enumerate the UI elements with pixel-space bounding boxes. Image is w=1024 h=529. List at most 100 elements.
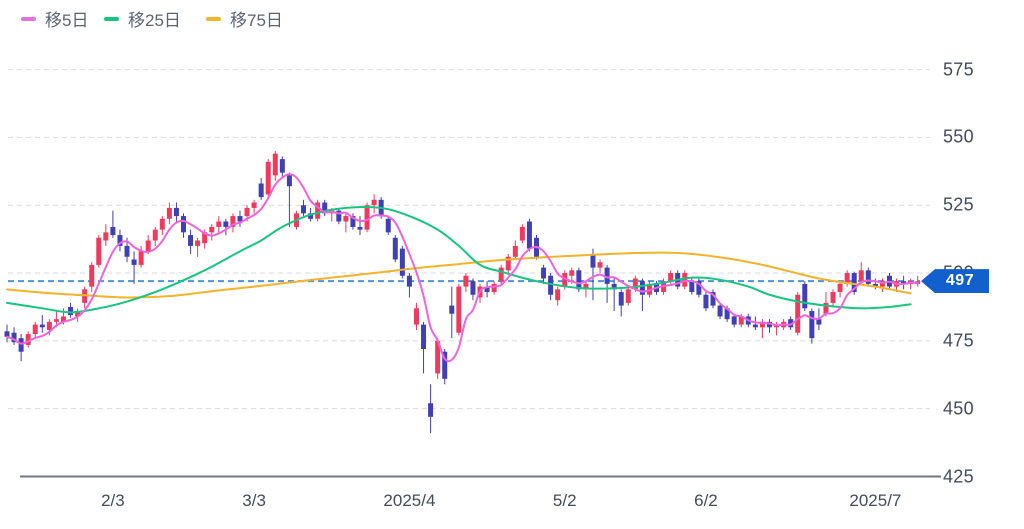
candle-body-up [364, 205, 370, 230]
candle-body-up [519, 226, 525, 241]
x-axis-label: 6/2 [694, 491, 718, 510]
candle-body-down [39, 324, 45, 328]
candle-body-up [491, 283, 497, 293]
candle-body-down [809, 311, 815, 339]
legend-item-ma5: 移5日 [21, 6, 88, 31]
candle-body-up [844, 273, 850, 284]
x-axis-label: 2025/7 [849, 491, 902, 510]
candle-body-up [858, 270, 864, 282]
y-axis-label: 550 [943, 126, 974, 147]
candle-body-up [96, 237, 102, 265]
current-price-value: 497 [945, 272, 975, 290]
candle-body-up [632, 278, 638, 290]
candle-body-down [237, 216, 243, 222]
legend-label: 移5日 [45, 11, 89, 30]
candle-body-up [216, 221, 222, 227]
candle-body-up [830, 292, 836, 303]
candle-body-up [625, 289, 631, 303]
candle-body-down [717, 305, 723, 317]
candle-body-up [209, 226, 215, 233]
x-axis-label: 3/3 [242, 491, 266, 510]
legend-item-ma75: 移75日 [206, 6, 283, 31]
candle-body-down [752, 324, 758, 328]
candle-body-up [569, 270, 575, 276]
candle-body-down [4, 331, 10, 337]
candle-body-down [68, 306, 74, 316]
candle-body-up [456, 286, 462, 333]
y-axis-label: 575 [943, 59, 974, 80]
candle-body-up [371, 199, 377, 206]
candle-body-down [223, 221, 229, 227]
candle-body-up [562, 273, 568, 287]
candle-body-up [315, 202, 321, 219]
candle-body-down [639, 281, 645, 295]
candle-body-down [731, 316, 737, 325]
legend-label: 移25日 [128, 11, 181, 30]
candle-body-down [696, 281, 702, 295]
candle-body-down [18, 338, 24, 352]
candle-body-down [110, 226, 116, 236]
candle-body-down [188, 235, 194, 246]
candle-body-up [823, 302, 829, 314]
candle-body-up [668, 273, 674, 282]
candle-body-down [392, 237, 398, 260]
candle-body-up [463, 275, 469, 287]
y-axis-label: 425 [943, 466, 974, 486]
candle-body-up [555, 289, 561, 301]
candle-body-up [413, 308, 419, 325]
candle-body-down [766, 321, 772, 328]
candle-body-up [25, 334, 31, 345]
candle-body-up [138, 251, 144, 265]
candle-body-down [336, 210, 342, 222]
candle-body-down [816, 319, 822, 325]
candle-body-up [795, 294, 801, 333]
candle-body-down [399, 248, 405, 276]
candle-body-down [788, 319, 794, 328]
candle-body-down [724, 308, 730, 320]
ma5-line [6, 173, 919, 363]
candle-body-down [449, 305, 455, 314]
candle-body-up [75, 311, 81, 317]
candle-body-down [590, 254, 596, 268]
candle-body-up [152, 229, 158, 241]
candle-body-down [11, 332, 17, 343]
candle-body-down [872, 283, 878, 287]
candle-body-down [576, 270, 582, 290]
ma25-swatch-icon [104, 16, 119, 21]
candle-body-down [385, 218, 391, 233]
candle-body-down [618, 292, 624, 306]
candle-body-up [230, 216, 236, 227]
y-axis-label: 525 [943, 194, 974, 215]
candle-body-up [103, 232, 109, 241]
candle-body-up [682, 273, 688, 287]
candle-body-down [611, 283, 617, 290]
y-axis-label: 475 [943, 330, 974, 351]
candle-body-down [322, 202, 328, 214]
candle-body-up [435, 340, 441, 374]
candle-body-up [646, 283, 652, 295]
x-axis-label: 5/2 [552, 491, 577, 510]
ma75-swatch-icon [206, 16, 221, 21]
candle-body-up [505, 256, 511, 271]
candle-body-up [251, 202, 257, 208]
candle-body-up [159, 218, 165, 230]
candles-group [4, 150, 921, 434]
candle-body-down [710, 292, 716, 306]
candle-body-up [53, 319, 59, 322]
candle-body-up [265, 161, 271, 195]
candle-body-down [851, 273, 857, 293]
candle-body-up [343, 216, 349, 222]
candle-body-down [442, 351, 448, 379]
candle-body-up [195, 240, 201, 246]
candle-body-up [837, 283, 843, 293]
candle-body-down [703, 294, 709, 309]
candle-body-down [308, 213, 314, 219]
candle-body-down [901, 281, 907, 284]
candle-body-down [865, 270, 871, 284]
candle-body-down [470, 281, 476, 295]
x-axis-label: 2/3 [101, 491, 125, 510]
current-price-badge: 497 [921, 269, 989, 294]
candle-body-down [301, 205, 307, 214]
